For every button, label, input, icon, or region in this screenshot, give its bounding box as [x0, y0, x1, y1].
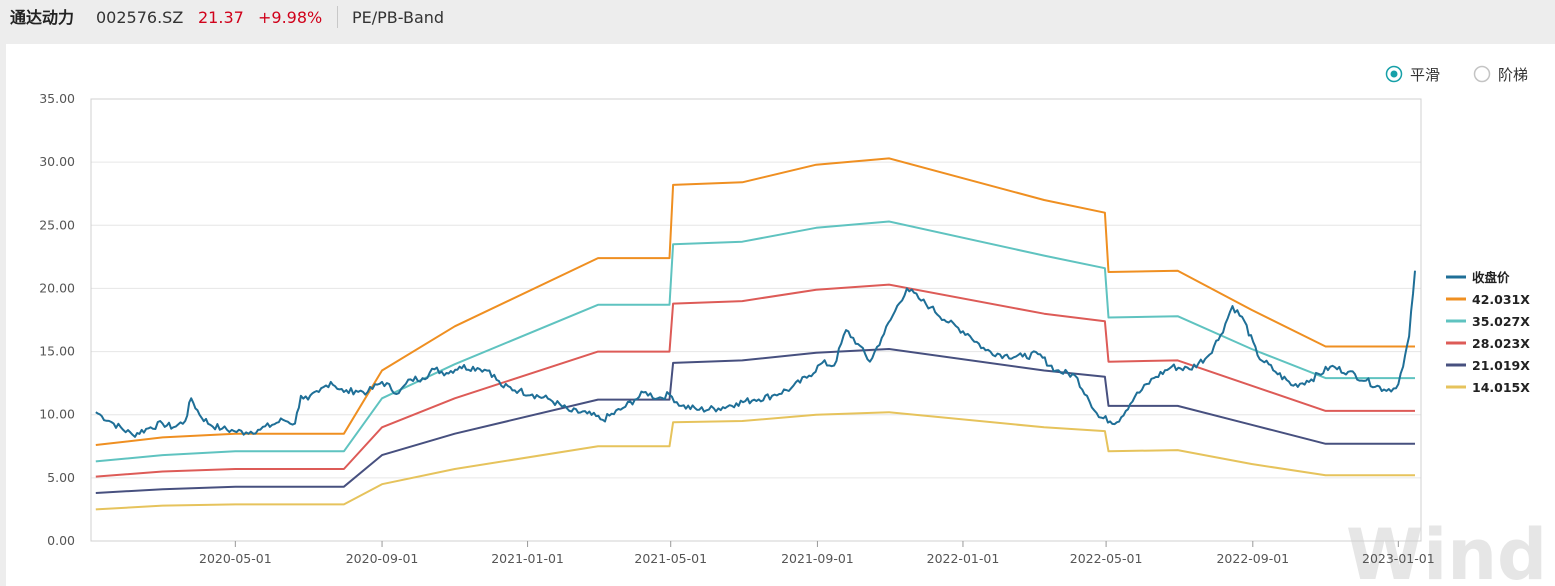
- tool-title: PE/PB-Band: [352, 8, 445, 27]
- legend-item-label[interactable]: 42.031X: [1472, 292, 1530, 307]
- x-tick-label: 2022-01-01: [927, 551, 1000, 566]
- x-tick-label: 2023-01-01: [1362, 551, 1435, 566]
- stock-name: 通达动力: [10, 8, 75, 27]
- y-tick-label: 15.00: [39, 344, 75, 359]
- x-tick-label: 2022-05-01: [1070, 551, 1143, 566]
- close-price-line: [95, 270, 1416, 438]
- mode-label[interactable]: 平滑: [1410, 66, 1440, 84]
- x-tick-label: 2021-01-01: [491, 551, 564, 566]
- legend-item-label[interactable]: 35.027X: [1472, 314, 1530, 329]
- radio-dot: [1390, 70, 1398, 78]
- pe-band-chart: Wind 0.00 5.00 10.00 15.00 20.00 25.00 30.00 35…: [39, 65, 1547, 586]
- x-tick-label: 2021-05-01: [634, 551, 707, 566]
- legend-item-label[interactable]: 收盘价: [1472, 270, 1510, 285]
- stock-price: 21.37: [198, 8, 244, 27]
- y-tick-label: 0.00: [47, 533, 75, 548]
- y-tick-label: 35.00: [39, 91, 75, 106]
- x-tick-label: 2021-09-01: [781, 551, 854, 566]
- x-tick-label: 2020-05-01: [199, 551, 272, 566]
- y-tick-label: 30.00: [39, 154, 75, 169]
- radio-step[interactable]: [1473, 65, 1491, 83]
- header-divider: [337, 6, 338, 28]
- band-line-2: [95, 283, 1415, 478]
- legend-item-label[interactable]: 21.019X: [1472, 358, 1530, 373]
- plot-border: [90, 98, 1422, 542]
- legend-item-label[interactable]: 28.023X: [1472, 336, 1530, 351]
- legend-item-label[interactable]: 14.015X: [1472, 380, 1530, 395]
- chart-panel: Wind 0.00 5.00 10.00 15.00 20.00 25.00 30.00 35…: [6, 44, 1555, 586]
- band-line-1: [95, 220, 1415, 463]
- band-line-0: [95, 157, 1415, 446]
- header-bar: 通达动力 002576.SZ 21.37 +9.98% PE/PB-Band: [0, 0, 1555, 38]
- band-line-4: [95, 411, 1415, 511]
- y-tick-label: 25.00: [39, 217, 75, 232]
- stock-change: +9.98%: [258, 8, 323, 27]
- y-tick-label: 20.00: [39, 280, 75, 295]
- band-line-3: [95, 348, 1415, 494]
- mode-label[interactable]: 阶梯: [1498, 66, 1528, 84]
- x-tick-label: 2022-09-01: [1216, 551, 1289, 566]
- watermark: Wind: [1346, 514, 1547, 586]
- stock-code: 002576.SZ: [96, 8, 184, 27]
- y-tick-label: 10.00: [39, 407, 75, 422]
- x-tick-label: 2020-09-01: [346, 551, 419, 566]
- y-tick-label: 5.00: [47, 470, 75, 485]
